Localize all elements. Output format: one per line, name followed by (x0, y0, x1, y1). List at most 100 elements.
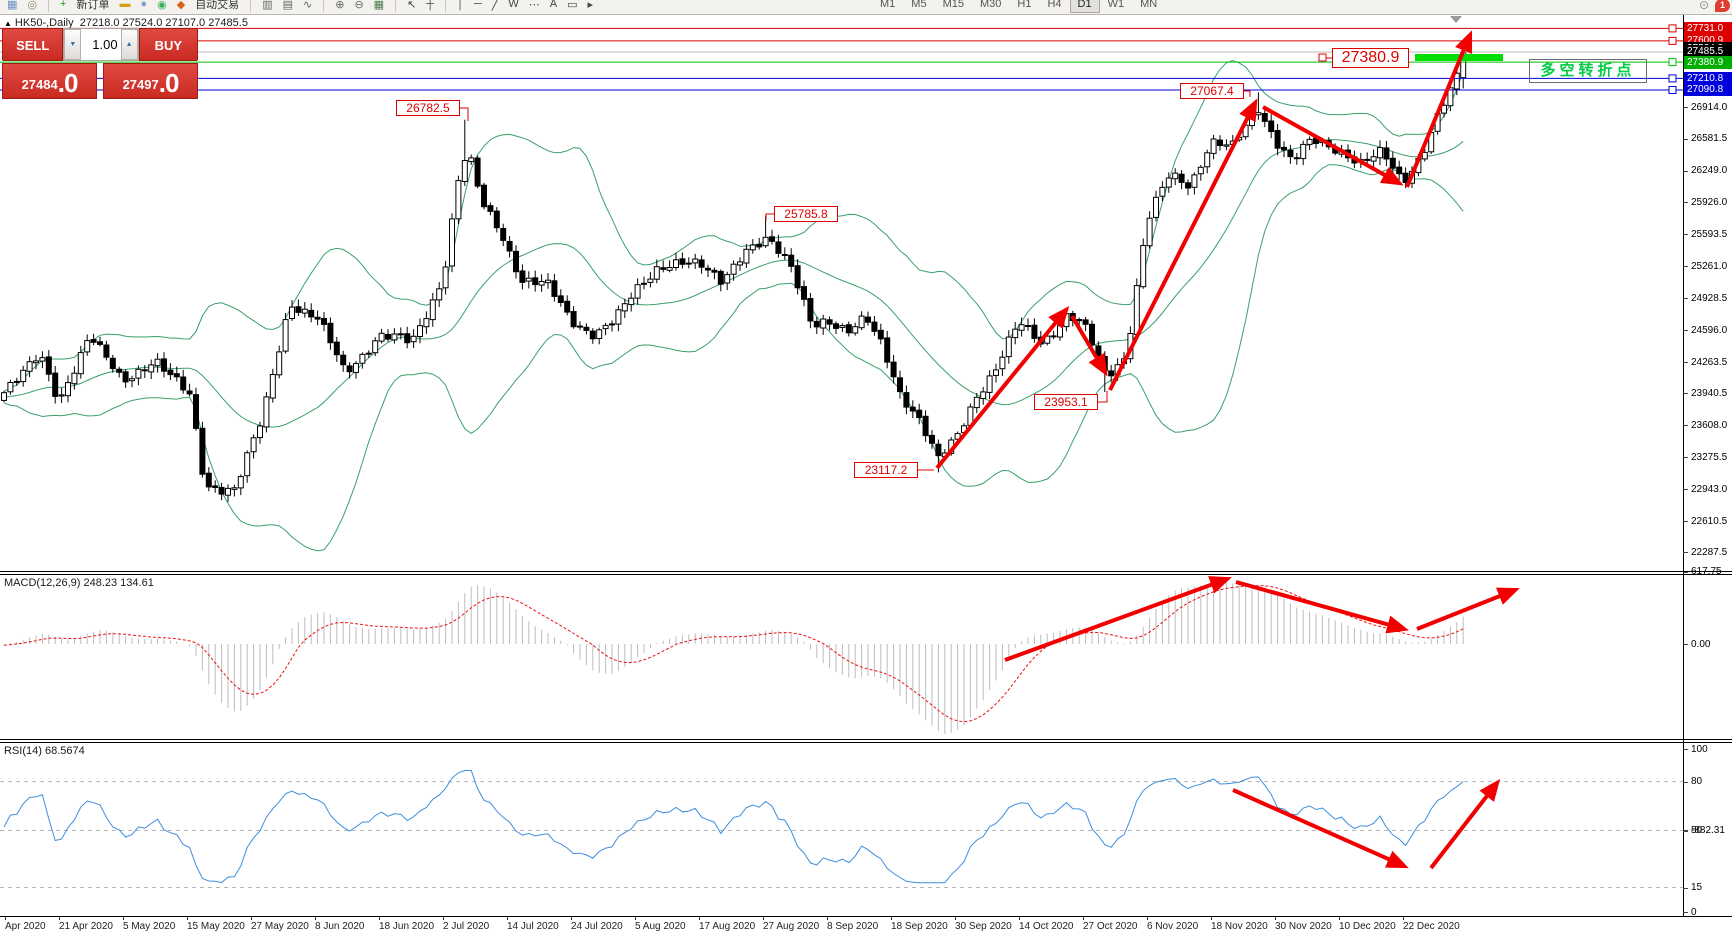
chart-line-icon[interactable]: ∿ (303, 0, 313, 11)
timeframe-button-m15[interactable]: M15 (942, 0, 964, 10)
axis-badge-27380.9: 27380.9 (1684, 55, 1732, 69)
chart-bars-icon[interactable]: ▥ (262, 0, 273, 11)
search-icon[interactable]: ⊙ (1698, 0, 1709, 12)
candle-up (154, 358, 161, 367)
price-axis-tick: 22287.5 (1691, 546, 1728, 558)
fibonacci-icon[interactable]: W (508, 0, 519, 10)
date-axis-tick (635, 917, 636, 920)
date-axis-label: 17 Aug 2020 (699, 921, 756, 932)
label-tool-icon[interactable]: ▭ (567, 0, 578, 11)
gold-icon[interactable]: ▬ (119, 0, 131, 10)
candle-up (468, 157, 475, 163)
chart-candles-icon[interactable]: ▤ (282, 0, 293, 11)
date-axis-label: 18 Jun 2020 (379, 921, 435, 932)
buy-button[interactable]: BUY (138, 28, 198, 61)
candle-up (359, 353, 366, 364)
axis-tick-dash (1683, 170, 1688, 172)
price-label-23953.1[interactable]: 23953.1 (1034, 394, 1098, 410)
alert-icon[interactable]: ◆ (176, 0, 186, 11)
candle-down (922, 415, 929, 437)
axis-tick-dash (1683, 202, 1688, 204)
chart-shift-marker-icon[interactable] (1450, 16, 1462, 23)
auto-trading-label[interactable]: 自动交易 (195, 0, 240, 11)
candle-up (839, 325, 846, 328)
zoom-in-icon[interactable]: ⊕ (335, 0, 345, 11)
candle-up (65, 382, 71, 397)
candle-down (487, 205, 494, 212)
price-axis-tick: 23275.5 (1691, 451, 1728, 463)
timeframe-button-h4[interactable]: H4 (1047, 0, 1062, 10)
candle-up (378, 332, 385, 342)
new-order-icon[interactable]: + (60, 0, 67, 10)
price-label-23117.2[interactable]: 23117.2 (854, 462, 918, 478)
timeframe-button-h1[interactable]: H1 (1017, 0, 1032, 10)
chart-window-icon[interactable]: ▦ (7, 0, 18, 11)
candle-up (1063, 313, 1070, 328)
candle-up (1300, 143, 1307, 160)
date-axis-tick (1275, 917, 1276, 920)
cursor-icon[interactable]: ↖ (407, 0, 417, 11)
ask-price[interactable]: 27497.0 (103, 63, 198, 99)
market-watch-icon[interactable]: ◎ (27, 0, 38, 11)
crosshair-icon[interactable]: ┼ (426, 0, 435, 10)
candle-up (39, 357, 46, 362)
candle-down (1389, 157, 1396, 169)
timeframe-button-m1[interactable]: M1 (880, 0, 896, 10)
fibo-fan-icon[interactable]: ⋯ (528, 0, 540, 11)
timeframe-button-w1[interactable]: W1 (1107, 0, 1125, 10)
notifications-badge[interactable]: 1 (1715, 0, 1730, 12)
signal-icon[interactable]: ◉ (157, 0, 167, 11)
collapse-arrow-icon[interactable]: ▲ (4, 19, 12, 28)
candle-up (436, 288, 443, 301)
candle-up (26, 361, 33, 372)
panel-separator[interactable] (0, 574, 1732, 575)
arrows-tool-icon[interactable]: ▸ (587, 0, 594, 11)
candle-down (1287, 149, 1294, 158)
panel-separator[interactable] (0, 571, 1732, 572)
candle-down (52, 372, 59, 397)
axis-badge-27090.8: 27090.8 (1684, 83, 1732, 97)
date-axis-tick (59, 917, 60, 920)
candle-up (1197, 166, 1204, 175)
time-axis[interactable] (0, 917, 1732, 936)
candle-up (820, 318, 827, 329)
timeframe-button-m30[interactable]: M30 (979, 0, 1002, 10)
volume-increase-button[interactable]: ▲ (120, 29, 138, 60)
text-tool-icon[interactable]: A (549, 0, 558, 10)
trendline-icon[interactable]: ╱ (491, 0, 499, 11)
axis-tick-dash (1683, 138, 1688, 140)
zoom-out-icon[interactable]: ⊖ (354, 0, 364, 11)
panel-separator[interactable] (0, 739, 1732, 740)
candle-down (788, 254, 795, 267)
annotation-turning-point[interactable]: 多空转折点 (1529, 59, 1647, 83)
panel-separator[interactable] (0, 742, 1732, 743)
axis-tick-dash (1683, 107, 1688, 108)
price-label-26782.5[interactable]: 26782.5 (396, 100, 460, 116)
candle-down (45, 356, 52, 375)
hline-icon[interactable]: ─ (473, 0, 482, 10)
price-label-27067.4[interactable]: 27067.4 (1180, 83, 1244, 99)
candle-up (1005, 336, 1012, 358)
candle-up (986, 375, 993, 393)
sell-button[interactable]: SELL (2, 28, 64, 61)
date-axis-label: 27 Aug 2020 (763, 921, 820, 932)
indicators-icon[interactable]: ▦ (373, 0, 385, 11)
volume-decrease-button[interactable]: ▼ (64, 29, 82, 60)
volume-input[interactable]: 1.00 (92, 37, 118, 52)
candle-up (781, 254, 788, 256)
vline-icon[interactable]: │ (457, 0, 464, 10)
ohlc-values: 27218.0 27524.0 27107.0 27485.5 (79, 17, 248, 29)
new-order-label[interactable]: 新订单 (76, 0, 110, 11)
timeframe-button-m5[interactable]: M5 (911, 0, 927, 10)
candle-up (1191, 174, 1198, 188)
timeframe-button-mn[interactable]: MN (1140, 0, 1158, 10)
price-label-25785.8[interactable]: 25785.8 (774, 206, 838, 222)
publish-icon[interactable]: ● (140, 0, 148, 10)
date-axis-label: 6 Nov 2020 (1147, 921, 1199, 932)
candle-down (161, 358, 167, 372)
candle-down (13, 380, 20, 383)
bid-price[interactable]: 27484.0 (2, 63, 97, 99)
candle-up (1441, 104, 1447, 114)
price-label-27380.9[interactable]: 27380.9 (1332, 48, 1409, 68)
timeframe-button-d1[interactable]: D1 (1069, 0, 1100, 13)
